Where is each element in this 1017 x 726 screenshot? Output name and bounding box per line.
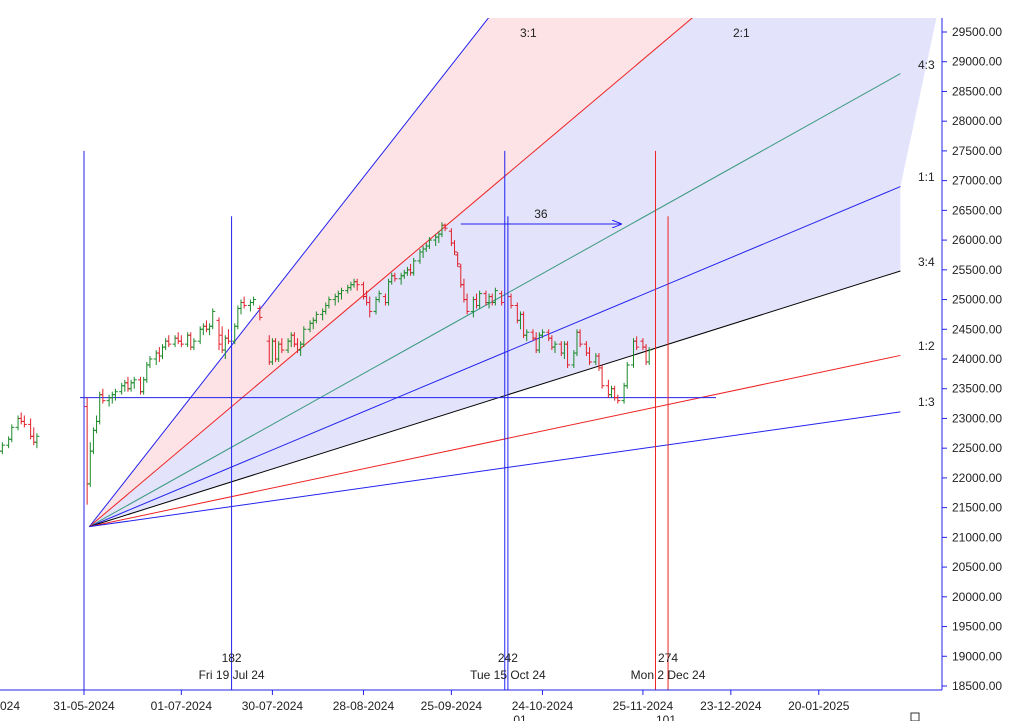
marker-count-label: 242 bbox=[498, 651, 518, 665]
y-tick-label: 19000.00 bbox=[952, 649, 1002, 663]
y-tick-label: 23000.00 bbox=[952, 411, 1002, 425]
clipped-x-tick-right: 101 bbox=[656, 713, 676, 721]
marker-date-label: Fri 19 Jul 24 bbox=[199, 668, 265, 682]
x-axis: 024 31-05-2024 01-07-2024 30-07-2024 28-08-2… bbox=[0, 689, 942, 713]
x-tick-label: 31-05-2024 bbox=[53, 699, 115, 713]
x-tick-label: 20-01-2025 bbox=[788, 699, 850, 713]
y-tick-label: 27000.00 bbox=[952, 174, 1002, 188]
x-tick-label: 024 bbox=[0, 699, 20, 713]
y-tick-label: 25000.00 bbox=[952, 293, 1002, 307]
x-tick-label: 25-11-2024 bbox=[613, 699, 674, 713]
y-tick-label: 21500.00 bbox=[952, 501, 1002, 515]
fan-fill-2-1-to-1-1 bbox=[89, 18, 937, 527]
fan-label-2-1: 2:1 bbox=[733, 26, 750, 40]
x-tick-label: 25-09-2024 bbox=[421, 699, 483, 713]
y-tick-label: 26000.00 bbox=[952, 233, 1002, 247]
x-tick-label: 23-12-2024 bbox=[700, 699, 762, 713]
marker-labels: 182 Fri 19 Jul 24 242 Tue 15 Oct 24 274 Mon 2… bbox=[199, 207, 706, 682]
y-tick-label: 19500.00 bbox=[952, 620, 1002, 634]
fan-line-3-4 bbox=[89, 270, 901, 528]
clipped-x-tick-left: 01 bbox=[513, 713, 527, 721]
fan-line-1-2 bbox=[89, 354, 901, 528]
y-tick-label: 21000.00 bbox=[952, 530, 1002, 544]
y-tick-label: 18500.00 bbox=[952, 679, 1002, 693]
gann-fan-lines bbox=[88, 18, 901, 528]
fan-label-1-1: 1:1 bbox=[918, 170, 935, 184]
y-tick-label: 23500.00 bbox=[952, 382, 1002, 396]
y-tick-label: 20500.00 bbox=[952, 560, 1002, 574]
marker-count-label: 182 bbox=[222, 651, 242, 665]
y-tick-label: 28500.00 bbox=[952, 84, 1002, 98]
y-tick-label: 24500.00 bbox=[952, 322, 1002, 336]
y-tick-label: 26500.00 bbox=[952, 203, 1002, 217]
x-tick-label: 30-07-2024 bbox=[242, 699, 304, 713]
fan-label-3-1: 3:1 bbox=[520, 26, 537, 40]
y-tick-label: 22000.00 bbox=[952, 471, 1002, 485]
fan-label-1-2: 1:2 bbox=[918, 339, 935, 353]
x-tick-label: 24-10-2024 bbox=[512, 699, 574, 713]
fan-ratio-labels: 3:1 2:1 4:3 1:1 3:4 1:2 1:3 bbox=[520, 26, 935, 409]
arrow-count-label: 36 bbox=[534, 207, 548, 221]
fan-label-1-3: 1:3 bbox=[918, 395, 935, 409]
corner-handle[interactable] bbox=[910, 712, 920, 722]
fan-line-3-1 bbox=[88, 18, 490, 527]
y-tick-label: 25500.00 bbox=[952, 263, 1002, 277]
x-tick-label: 28-08-2024 bbox=[333, 699, 395, 713]
marker-count-label: 274 bbox=[658, 651, 678, 665]
time-markers bbox=[83, 150, 669, 690]
price-bars bbox=[0, 222, 652, 505]
fan-line-1-3 bbox=[89, 411, 901, 528]
y-tick-label: 27500.00 bbox=[952, 144, 1002, 158]
marker-date-label: Mon 2 Dec 24 bbox=[631, 668, 706, 682]
fan-label-4-3: 4:3 bbox=[918, 58, 935, 72]
fan-label-3-4: 3:4 bbox=[918, 255, 935, 269]
y-tick-label: 20000.00 bbox=[952, 590, 1002, 604]
y-tick-label: 29000.00 bbox=[952, 55, 1002, 69]
fan-line-2-1 bbox=[89, 18, 693, 528]
x-tick-label: 01-07-2024 bbox=[151, 699, 213, 713]
y-tick-label: 22500.00 bbox=[952, 441, 1002, 455]
fan-line-1-1 bbox=[89, 186, 901, 528]
marker-date-label: Tue 15 Oct 24 bbox=[470, 668, 546, 682]
y-tick-label: 24000.00 bbox=[952, 352, 1002, 366]
y-tick-label: 29500.00 bbox=[952, 25, 1002, 39]
y-axis: 29500.00 29000.00 28500.00 28000.00 27500.00… bbox=[941, 18, 1002, 693]
y-tick-label: 28000.00 bbox=[952, 114, 1002, 128]
